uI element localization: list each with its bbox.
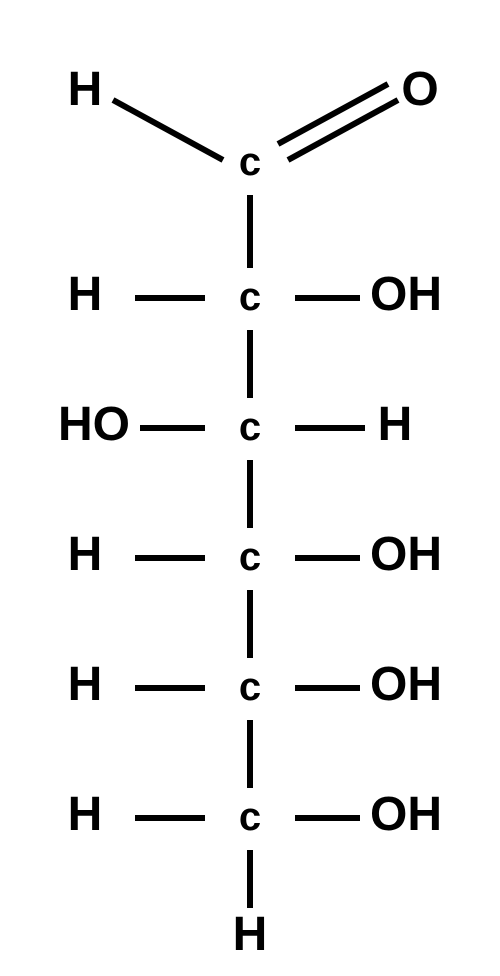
atom-label-h_top: H	[68, 63, 103, 116]
atom-label-ho3l: HO	[58, 398, 130, 451]
atom-label-oh5r: OH	[370, 658, 442, 711]
atom-label-c4: c	[239, 535, 261, 579]
atom-label-c2: c	[239, 275, 261, 319]
atom-label-oh4r: OH	[370, 528, 442, 581]
atom-label-c6: c	[239, 795, 261, 839]
atom-label-h_bot: H	[233, 908, 268, 961]
atom-label-c5: c	[239, 665, 261, 709]
atom-label-h3r: H	[378, 398, 413, 451]
atom-label-c1: c	[239, 140, 261, 184]
bond	[113, 100, 223, 160]
atom-label-h5l: H	[68, 658, 103, 711]
atom-label-c3: c	[239, 405, 261, 449]
atom-label-oh6r: OH	[370, 788, 442, 841]
atom-label-h2l: H	[68, 268, 103, 321]
bonds-group	[113, 84, 398, 908]
atom-label-oh2r: OH	[370, 268, 442, 321]
molecule-diagram: HOcHcOHHOcHHcOHHcOHHcOHH	[0, 0, 500, 976]
atom-label-o_top: O	[401, 63, 438, 116]
atom-label-h6l: H	[68, 788, 103, 841]
atom-label-h4l: H	[68, 528, 103, 581]
